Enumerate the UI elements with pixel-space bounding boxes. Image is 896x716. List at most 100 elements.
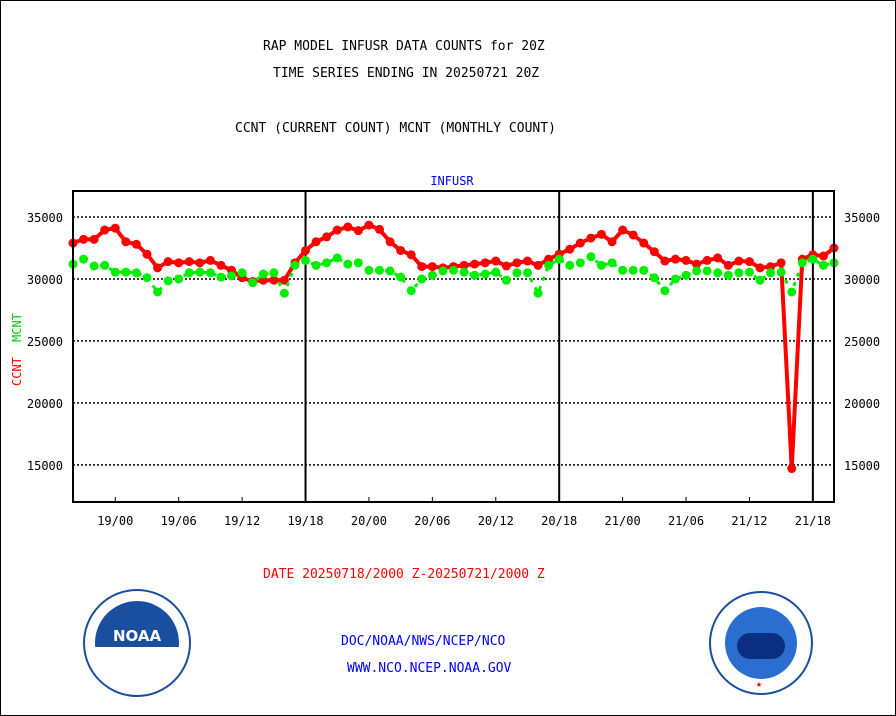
data-point-mcnt bbox=[744, 267, 754, 277]
data-point-mcnt bbox=[681, 270, 691, 280]
data-point-ccnt bbox=[79, 234, 89, 244]
data-point-mcnt bbox=[480, 269, 490, 279]
data-point-mcnt bbox=[142, 273, 152, 283]
x-tick-label: 21/06 bbox=[668, 514, 704, 528]
data-point-ccnt bbox=[279, 275, 289, 285]
x-tick-label: 20/06 bbox=[414, 514, 450, 528]
data-point-mcnt bbox=[766, 268, 776, 278]
data-point-ccnt bbox=[332, 225, 342, 235]
data-point-mcnt bbox=[512, 268, 522, 278]
data-point-mcnt bbox=[797, 258, 807, 268]
data-point-ccnt bbox=[713, 253, 723, 263]
y-tick-label-left: 15000 bbox=[27, 459, 63, 473]
x-tick-label: 21/00 bbox=[605, 514, 641, 528]
star-icon: ★ bbox=[756, 679, 763, 690]
data-point-mcnt bbox=[713, 268, 723, 278]
data-point-mcnt bbox=[427, 270, 437, 280]
data-point-ccnt bbox=[670, 254, 680, 264]
chart-subtitle: CCNT (CURRENT COUNT) MCNT (MONTHLY COUNT… bbox=[235, 121, 556, 136]
data-point-mcnt bbox=[491, 267, 501, 277]
data-point-ccnt bbox=[692, 259, 702, 269]
data-point-mcnt bbox=[544, 260, 554, 270]
x-tick-label: 20/00 bbox=[351, 514, 387, 528]
data-point-mcnt bbox=[808, 254, 818, 264]
data-point-ccnt bbox=[375, 224, 385, 234]
data-point-ccnt bbox=[301, 245, 311, 255]
data-point-ccnt bbox=[470, 259, 480, 269]
data-point-mcnt bbox=[776, 267, 786, 277]
data-point-mcnt bbox=[406, 286, 416, 296]
data-point-mcnt bbox=[470, 270, 480, 280]
data-point-ccnt bbox=[174, 258, 184, 268]
data-point-mcnt bbox=[375, 265, 385, 275]
chart-plot: INFUSR CCNT MCNT 15000 15000 20000 20000 250… bbox=[10, 174, 880, 528]
data-point-mcnt bbox=[649, 273, 659, 283]
data-point-mcnt bbox=[237, 268, 247, 278]
data-point-mcnt bbox=[301, 255, 311, 265]
y-tick-label-left: 20000 bbox=[27, 397, 63, 411]
x-tick-label: 21/12 bbox=[731, 514, 767, 528]
data-point-mcnt bbox=[79, 254, 89, 264]
data-point-ccnt bbox=[163, 257, 173, 267]
data-point-mcnt bbox=[449, 265, 458, 275]
data-point-mcnt bbox=[332, 253, 342, 263]
data-point-mcnt bbox=[174, 274, 184, 284]
footer-link-www[interactable]: WWW.NCO.NCEP.NOAA.GOV bbox=[347, 661, 512, 676]
data-point-ccnt bbox=[744, 257, 754, 267]
data-point-mcnt bbox=[258, 269, 268, 279]
nws-logo: ★ bbox=[709, 591, 813, 695]
chart-title-line-2: TIME SERIES ENDING IN 20250721 20Z bbox=[273, 66, 540, 81]
data-point-mcnt bbox=[660, 286, 670, 296]
data-point-mcnt bbox=[248, 278, 258, 288]
data-point-ccnt bbox=[766, 262, 776, 272]
data-point-mcnt bbox=[639, 265, 649, 275]
y-tick-label-right: 15000 bbox=[844, 459, 880, 473]
data-point-ccnt bbox=[142, 249, 152, 259]
data-point-mcnt bbox=[89, 261, 99, 271]
data-point-ccnt bbox=[427, 262, 437, 272]
data-point-ccnt bbox=[501, 261, 511, 271]
noaa-logo-text: NOAA bbox=[112, 627, 162, 645]
y-tick-label-right: 35000 bbox=[844, 211, 880, 225]
panel-label: INFUSR bbox=[430, 174, 474, 188]
y-tick-label-right: 20000 bbox=[844, 397, 880, 411]
data-point-mcnt bbox=[322, 258, 332, 268]
data-point-ccnt bbox=[258, 275, 268, 285]
data-point-ccnt bbox=[639, 238, 649, 248]
y-tick-label-left: 25000 bbox=[27, 335, 63, 349]
data-point-ccnt bbox=[522, 256, 532, 266]
data-point-ccnt bbox=[660, 256, 670, 266]
data-point-ccnt bbox=[734, 256, 744, 266]
data-point-mcnt bbox=[216, 272, 226, 282]
data-point-mcnt bbox=[818, 260, 828, 270]
ylabel-ccnt: CCNT bbox=[10, 357, 24, 386]
data-point-mcnt bbox=[290, 260, 300, 270]
data-point-mcnt bbox=[596, 260, 606, 270]
data-point-ccnt bbox=[396, 245, 406, 255]
data-point-ccnt bbox=[702, 255, 712, 265]
ylabel-mcnt: MCNT bbox=[10, 313, 24, 342]
data-point-ccnt bbox=[459, 260, 469, 270]
data-point-ccnt bbox=[596, 229, 606, 239]
data-point-mcnt bbox=[607, 258, 617, 268]
data-point-ccnt bbox=[628, 230, 638, 240]
footer-link-doc[interactable]: DOC/NOAA/NWS/NCEP/NCO bbox=[341, 634, 506, 649]
data-point-ccnt bbox=[353, 226, 363, 236]
data-point-mcnt bbox=[501, 275, 511, 285]
data-point-ccnt bbox=[153, 263, 163, 273]
data-point-mcnt bbox=[522, 268, 532, 278]
data-point-ccnt bbox=[322, 232, 332, 242]
chart-title-line-1: RAP MODEL INFUSR DATA COUNTS for 20Z bbox=[263, 39, 545, 54]
x-tick-label: 19/00 bbox=[97, 514, 133, 528]
data-point-ccnt bbox=[575, 238, 585, 248]
data-point-mcnt bbox=[438, 266, 448, 276]
data-point-ccnt bbox=[787, 464, 797, 474]
data-point-mcnt bbox=[269, 268, 279, 278]
data-point-mcnt bbox=[755, 275, 765, 285]
data-point-ccnt bbox=[417, 262, 427, 272]
data-point-mcnt bbox=[163, 276, 173, 286]
data-point-ccnt bbox=[100, 225, 110, 235]
data-point-mcnt bbox=[734, 268, 744, 278]
data-point-ccnt bbox=[681, 255, 691, 265]
